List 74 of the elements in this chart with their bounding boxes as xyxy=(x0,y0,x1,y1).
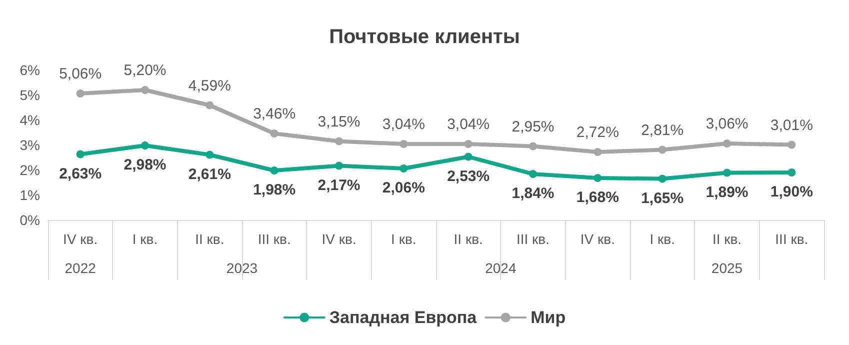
y-tick-label: 1% xyxy=(20,187,40,203)
data-label: 2,98% xyxy=(124,156,166,174)
data-label: 3,01% xyxy=(770,116,813,134)
y-tick-label: 6% xyxy=(20,62,40,78)
x-tick-label: II кв. xyxy=(195,231,224,247)
data-label: 3,06% xyxy=(706,116,748,132)
y-tick-label: 3% xyxy=(20,137,40,153)
point xyxy=(270,130,278,138)
point xyxy=(76,150,84,158)
y-tick-label: 4% xyxy=(20,112,40,128)
data-label: 2,17% xyxy=(318,176,360,194)
legend-label: Западная Европа xyxy=(329,308,478,327)
point xyxy=(141,142,149,150)
data-label: 2,72% xyxy=(576,124,619,141)
data-label: 3,04% xyxy=(382,116,425,133)
point xyxy=(206,150,214,159)
x-tick-label: I кв. xyxy=(650,231,675,247)
data-label: 2,53% xyxy=(447,168,490,185)
x-tick-label: II кв. xyxy=(454,231,483,247)
point xyxy=(788,140,796,149)
text: 2024 xyxy=(485,260,516,276)
data-label: 2,81% xyxy=(641,122,684,139)
point xyxy=(723,140,731,148)
x-tick-label: IV кв. xyxy=(63,231,98,247)
x-tick-label: III кв. xyxy=(516,231,550,247)
x-tick-label: II кв. xyxy=(712,231,742,247)
data-label: 3,46% xyxy=(253,106,296,122)
point xyxy=(594,174,602,182)
point xyxy=(400,164,408,172)
data-label: 1,68% xyxy=(576,189,619,206)
data-label: 1,89% xyxy=(706,184,748,201)
point xyxy=(658,146,666,154)
x-tick-label: III кв. xyxy=(775,231,808,247)
y-tick-label: 5% xyxy=(20,87,40,103)
data-label: 2,06% xyxy=(382,180,425,196)
data-label: 3,04% xyxy=(447,116,490,133)
data-label: 1,65% xyxy=(641,190,684,207)
data-label: 2,95% xyxy=(512,118,554,136)
data-label: 4,59% xyxy=(188,77,231,94)
point xyxy=(464,140,472,148)
x-tick-label: III кв. xyxy=(258,231,291,247)
data-label: 5,20% xyxy=(124,62,166,79)
chart-title: Почтовые клиенты xyxy=(329,26,520,48)
point xyxy=(529,142,537,150)
point xyxy=(76,90,84,98)
point xyxy=(400,140,408,148)
point xyxy=(723,168,731,177)
x-tick-label: IV кв. xyxy=(580,231,615,247)
point xyxy=(335,137,343,146)
point xyxy=(594,148,602,156)
x-tick-label: IV кв. xyxy=(322,231,356,247)
point xyxy=(529,170,537,178)
data-label: 2,61% xyxy=(188,166,231,183)
text: 2022 xyxy=(64,260,96,276)
point xyxy=(270,166,278,174)
data-label: 1,98% xyxy=(253,182,296,198)
data-label: 5,06% xyxy=(59,66,102,82)
x-tick-label: I кв. xyxy=(391,231,416,247)
point xyxy=(141,86,149,94)
point xyxy=(335,162,343,170)
y-tick-label: 2% xyxy=(20,162,40,178)
data-label: 1,90% xyxy=(770,184,813,200)
x-tick-label: I кв. xyxy=(132,231,158,247)
text: 2025 xyxy=(711,260,743,276)
legend-label: Мир xyxy=(530,308,566,327)
point xyxy=(658,174,666,183)
data-label: 3,15% xyxy=(318,113,360,130)
y-tick-label: 0% xyxy=(20,212,40,228)
point xyxy=(206,101,214,110)
point xyxy=(464,152,472,161)
data-label: 2,63% xyxy=(59,165,102,182)
text: 2023 xyxy=(226,260,258,276)
point xyxy=(788,168,796,176)
data-label: 1,84% xyxy=(512,185,554,202)
